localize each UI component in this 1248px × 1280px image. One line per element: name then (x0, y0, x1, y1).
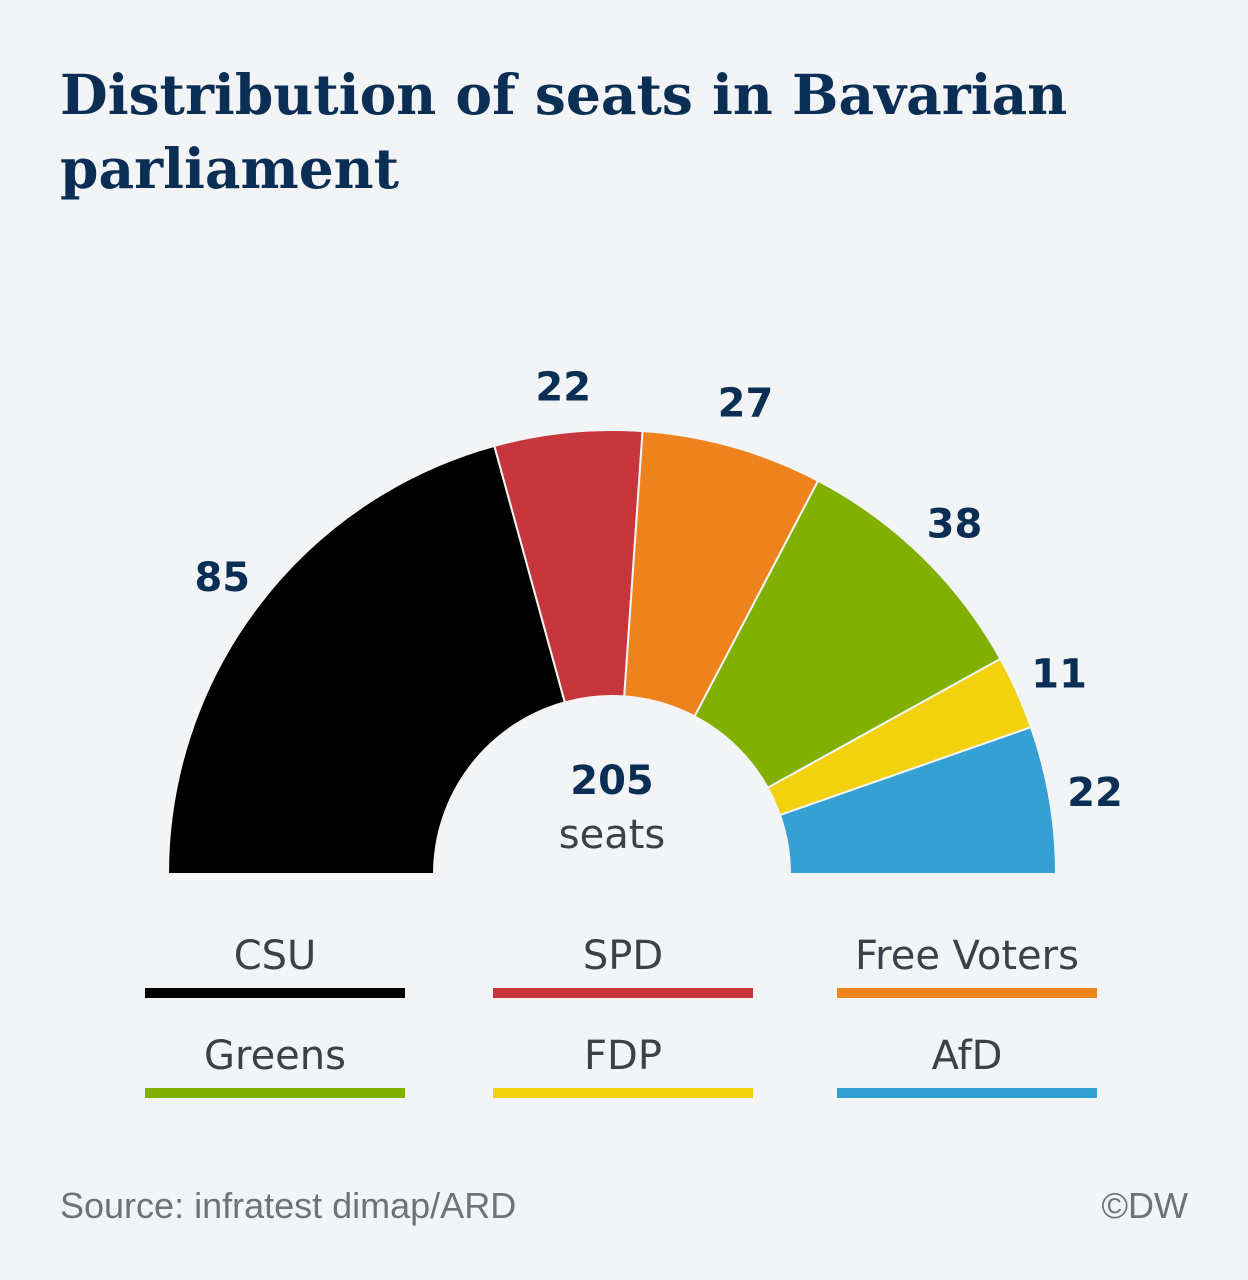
total-seats-value: 205 (570, 758, 654, 804)
chart-legend: CSU SPD Free Voters Greens FDP AfD (145, 930, 1097, 1110)
segment-afd (778, 725, 1058, 875)
legend-item-fdp: FDP (493, 1030, 753, 1098)
legend-label: SPD (582, 933, 664, 979)
legend-swatch (837, 1088, 1097, 1098)
segment-csu (166, 444, 567, 875)
legend-label: FDP (584, 1033, 662, 1079)
legend-item-greens: Greens (145, 1030, 405, 1098)
value-label-spd: 22 (535, 364, 591, 410)
value-label-greens: 38 (927, 502, 983, 548)
copyright-note: ©DW (1101, 1185, 1188, 1226)
value-label-csu: 85 (194, 555, 250, 601)
legend-label: Free Voters (855, 933, 1079, 979)
chart-title: Distribution of seats in Bavarian parlia… (60, 62, 1068, 201)
legend-swatch (493, 1088, 753, 1098)
legend-label: Greens (204, 1033, 346, 1079)
value-label-afd: 22 (1067, 770, 1123, 816)
seat-distribution-chart: 85 22 27 38 11 22 205 seats (166, 364, 1123, 875)
legend-label: CSU (233, 933, 317, 979)
chart-segments (166, 429, 1058, 875)
value-label-free-voters: 27 (718, 381, 774, 427)
legend-item-free-voters: Free Voters (837, 930, 1097, 998)
legend-label: AfD (931, 1033, 1003, 1079)
value-label-fdp: 11 (1031, 652, 1087, 698)
legend-swatch (145, 988, 405, 998)
legend-swatch (145, 1088, 405, 1098)
segment-greens (693, 479, 1002, 790)
legend-swatch (837, 988, 1097, 998)
legend-swatch (493, 988, 753, 998)
source-note: Source: infratest dimap/ARD (60, 1185, 517, 1226)
total-seats-unit: seats (559, 812, 665, 858)
legend-item-spd: SPD (493, 930, 753, 998)
legend-item-afd: AfD (837, 1030, 1097, 1098)
chart-value-labels: 85 22 27 38 11 22 (194, 364, 1122, 815)
legend-item-csu: CSU (145, 930, 405, 998)
